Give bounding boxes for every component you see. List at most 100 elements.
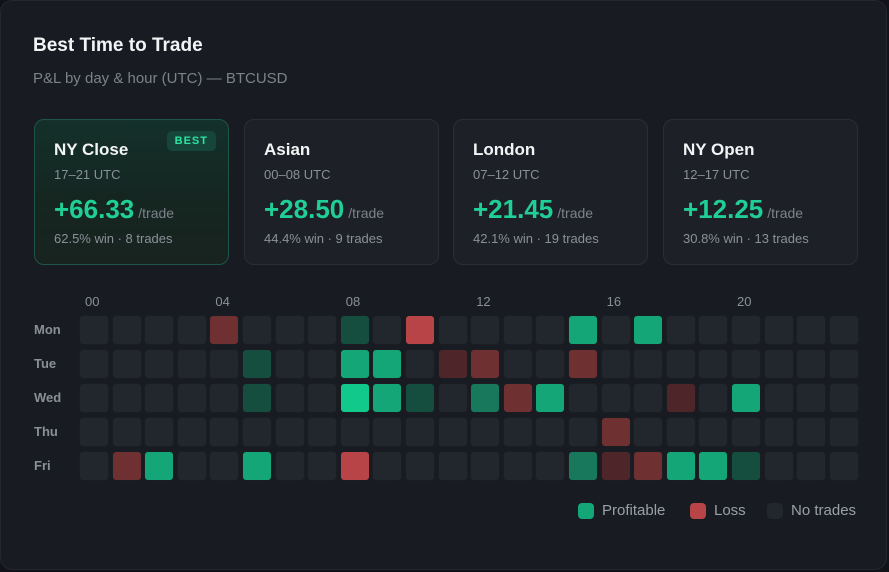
heatmap-cell-empty[interactable] bbox=[828, 348, 859, 379]
heatmap-cell-empty[interactable] bbox=[405, 348, 435, 379]
session-card-asian[interactable]: Asian 00–08 UTC +28.50/trade 44.4% win ·… bbox=[244, 119, 439, 265]
heatmap-cell-empty[interactable] bbox=[79, 416, 109, 447]
heatmap-cell-profit[interactable] bbox=[372, 382, 403, 413]
heatmap-cell-empty[interactable] bbox=[568, 416, 598, 447]
heatmap-cell-loss[interactable] bbox=[600, 450, 631, 481]
heatmap-cell-empty[interactable] bbox=[144, 315, 175, 345]
heatmap-cell-empty[interactable] bbox=[796, 450, 827, 481]
heatmap-cell-profit[interactable] bbox=[339, 382, 370, 413]
heatmap-cell-empty[interactable] bbox=[763, 315, 794, 345]
heatmap-cell-empty[interactable] bbox=[502, 315, 533, 345]
heatmap-cell-empty[interactable] bbox=[828, 416, 859, 447]
heatmap-cell-empty[interactable] bbox=[111, 416, 142, 447]
heatmap-cell-profit[interactable] bbox=[633, 315, 664, 345]
heatmap-cell-loss[interactable] bbox=[600, 416, 631, 447]
heatmap-cell-empty[interactable] bbox=[372, 450, 403, 481]
heatmap-cell-profit[interactable] bbox=[405, 382, 435, 413]
heatmap-cell-empty[interactable] bbox=[176, 382, 207, 413]
heatmap-cell-loss[interactable] bbox=[502, 382, 533, 413]
heatmap-cell-profit[interactable] bbox=[535, 382, 566, 413]
heatmap-cell-empty[interactable] bbox=[535, 416, 566, 447]
heatmap-cell-empty[interactable] bbox=[307, 416, 338, 447]
heatmap-cell-empty[interactable] bbox=[731, 348, 761, 379]
heatmap-cell-profit[interactable] bbox=[698, 450, 729, 481]
heatmap-cell-empty[interactable] bbox=[209, 416, 240, 447]
heatmap-cell-empty[interactable] bbox=[731, 315, 761, 345]
heatmap-cell-empty[interactable] bbox=[79, 315, 109, 345]
heatmap-cell-empty[interactable] bbox=[535, 450, 566, 481]
heatmap-cell-empty[interactable] bbox=[79, 382, 109, 413]
heatmap-cell-empty[interactable] bbox=[665, 348, 696, 379]
heatmap-cell-empty[interactable] bbox=[307, 315, 338, 345]
heatmap-cell-loss[interactable] bbox=[339, 450, 370, 481]
heatmap-cell-empty[interactable] bbox=[535, 315, 566, 345]
heatmap-cell-empty[interactable] bbox=[274, 416, 305, 447]
heatmap-cell-empty[interactable] bbox=[568, 382, 598, 413]
heatmap-cell-empty[interactable] bbox=[502, 416, 533, 447]
heatmap-cell-profit[interactable] bbox=[665, 450, 696, 481]
heatmap-cell-profit[interactable] bbox=[731, 382, 761, 413]
heatmap-cell-empty[interactable] bbox=[698, 382, 729, 413]
heatmap-cell-empty[interactable] bbox=[698, 315, 729, 345]
heatmap-cell-empty[interactable] bbox=[274, 315, 305, 345]
heatmap-cell-empty[interactable] bbox=[470, 450, 501, 481]
heatmap-cell-loss[interactable] bbox=[568, 348, 598, 379]
heatmap-cell-empty[interactable] bbox=[502, 348, 533, 379]
heatmap-cell-empty[interactable] bbox=[633, 382, 664, 413]
heatmap-cell-empty[interactable] bbox=[307, 348, 338, 379]
heatmap-cell-empty[interactable] bbox=[144, 416, 175, 447]
heatmap-cell-empty[interactable] bbox=[307, 382, 338, 413]
heatmap-cell-profit[interactable] bbox=[372, 348, 403, 379]
heatmap-cell-empty[interactable] bbox=[144, 382, 175, 413]
heatmap-cell-empty[interactable] bbox=[274, 450, 305, 481]
heatmap-cell-empty[interactable] bbox=[763, 450, 794, 481]
heatmap-cell-empty[interactable] bbox=[176, 416, 207, 447]
heatmap-cell-loss[interactable] bbox=[111, 450, 142, 481]
session-card-london[interactable]: London 07–12 UTC +21.45/trade 42.1% win … bbox=[453, 119, 648, 265]
heatmap-cell-loss[interactable] bbox=[665, 382, 696, 413]
heatmap-cell-profit[interactable] bbox=[731, 450, 761, 481]
heatmap-cell-empty[interactable] bbox=[437, 382, 468, 413]
heatmap-cell-empty[interactable] bbox=[242, 416, 272, 447]
heatmap-cell-profit[interactable] bbox=[568, 315, 598, 345]
heatmap-cell-profit[interactable] bbox=[242, 450, 272, 481]
heatmap-cell-profit[interactable] bbox=[144, 450, 175, 481]
heatmap-cell-profit[interactable] bbox=[242, 382, 272, 413]
session-card-ny-open[interactable]: NY Open 12–17 UTC +12.25/trade 30.8% win… bbox=[663, 119, 858, 265]
heatmap-cell-empty[interactable] bbox=[307, 450, 338, 481]
heatmap-cell-empty[interactable] bbox=[698, 348, 729, 379]
heatmap-cell-empty[interactable] bbox=[502, 450, 533, 481]
heatmap-cell-empty[interactable] bbox=[242, 315, 272, 345]
heatmap-cell-loss[interactable] bbox=[470, 348, 501, 379]
heatmap-cell-profit[interactable] bbox=[339, 348, 370, 379]
heatmap-cell-empty[interactable] bbox=[274, 348, 305, 379]
heatmap-cell-empty[interactable] bbox=[111, 382, 142, 413]
heatmap-cell-empty[interactable] bbox=[828, 450, 859, 481]
heatmap-cell-empty[interactable] bbox=[470, 416, 501, 447]
heatmap-cell-empty[interactable] bbox=[796, 382, 827, 413]
heatmap-cell-empty[interactable] bbox=[731, 416, 761, 447]
heatmap-cell-empty[interactable] bbox=[437, 450, 468, 481]
heatmap-cell-empty[interactable] bbox=[176, 450, 207, 481]
heatmap-cell-empty[interactable] bbox=[111, 348, 142, 379]
heatmap-cell-empty[interactable] bbox=[796, 348, 827, 379]
heatmap-cell-empty[interactable] bbox=[633, 416, 664, 447]
heatmap-cell-empty[interactable] bbox=[796, 416, 827, 447]
heatmap-cell-empty[interactable] bbox=[176, 348, 207, 379]
heatmap-cell-loss[interactable] bbox=[209, 315, 240, 345]
heatmap-cell-empty[interactable] bbox=[698, 416, 729, 447]
heatmap-cell-empty[interactable] bbox=[470, 315, 501, 345]
heatmap-cell-empty[interactable] bbox=[600, 315, 631, 345]
session-card-ny-close[interactable]: NY Close BEST 17–21 UTC +66.33/trade 62.… bbox=[34, 119, 229, 265]
heatmap-cell-empty[interactable] bbox=[665, 416, 696, 447]
heatmap-cell-empty[interactable] bbox=[633, 348, 664, 379]
heatmap-cell-empty[interactable] bbox=[600, 348, 631, 379]
heatmap-cell-empty[interactable] bbox=[828, 315, 859, 345]
heatmap-cell-empty[interactable] bbox=[339, 416, 370, 447]
heatmap-cell-empty[interactable] bbox=[437, 315, 468, 345]
heatmap-cell-empty[interactable] bbox=[372, 315, 403, 345]
heatmap-cell-empty[interactable] bbox=[111, 315, 142, 345]
heatmap-cell-empty[interactable] bbox=[274, 382, 305, 413]
heatmap-cell-empty[interactable] bbox=[405, 416, 435, 447]
heatmap-cell-empty[interactable] bbox=[405, 450, 435, 481]
